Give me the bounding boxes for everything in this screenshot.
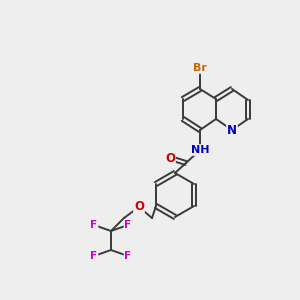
Text: N: N — [227, 124, 237, 136]
Text: F: F — [90, 220, 98, 230]
Text: F: F — [90, 251, 98, 261]
Text: O: O — [165, 152, 175, 164]
Text: F: F — [124, 251, 132, 261]
Text: NH: NH — [191, 145, 209, 155]
Text: O: O — [134, 200, 144, 214]
Text: Br: Br — [193, 63, 207, 73]
Text: F: F — [124, 220, 132, 230]
